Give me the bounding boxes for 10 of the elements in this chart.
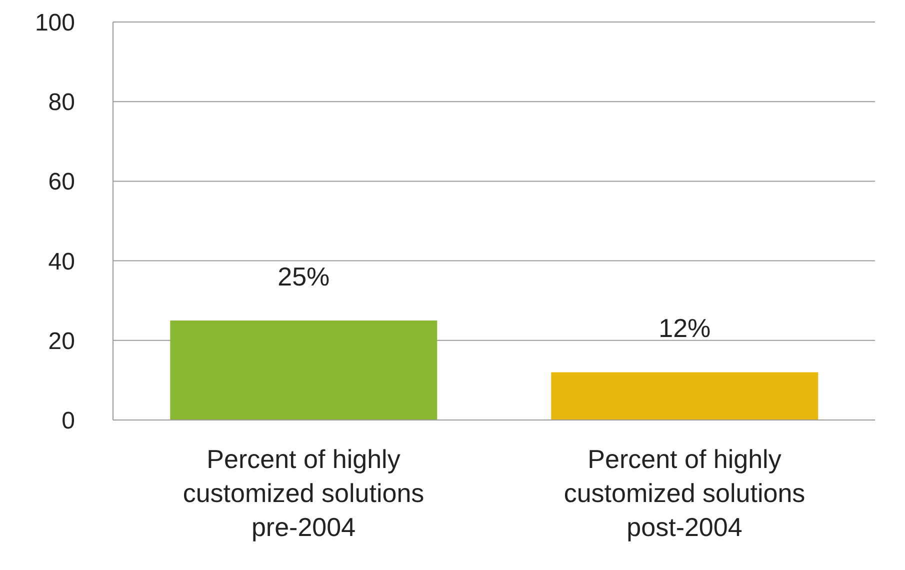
y-tick-label: 100 (34, 10, 75, 37)
data-label: 25% (278, 262, 330, 292)
y-tick-label: 60 (48, 168, 75, 196)
y-tick-label: 40 (48, 248, 75, 276)
x-tick-label: Percent of highly customized solutions post-2004 (564, 444, 806, 542)
x-tick-label: Percent of highly customized solutions pre-2004 (182, 444, 424, 542)
data-label: 12% (658, 313, 711, 344)
y-tick-label: 80 (48, 89, 75, 116)
y-tick-label: 20 (48, 328, 75, 355)
y-tick-label: 0 (62, 408, 75, 435)
